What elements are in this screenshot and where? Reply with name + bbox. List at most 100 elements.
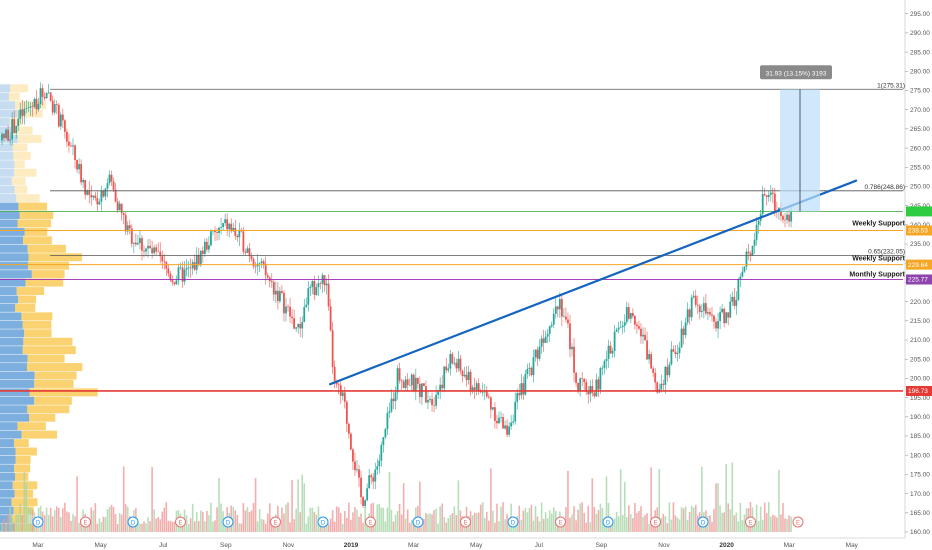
candle-body xyxy=(283,292,285,314)
volume-profile-buy xyxy=(0,160,15,169)
candle-body xyxy=(226,219,229,230)
candle-body xyxy=(642,334,644,337)
time-tick-label: Mar xyxy=(32,542,44,549)
dividend-marker[interactable] xyxy=(127,516,139,528)
volume-bar xyxy=(339,512,342,532)
earnings-marker[interactable] xyxy=(555,516,566,528)
candle-body xyxy=(205,241,208,250)
candle-body xyxy=(323,275,326,286)
volume-bar xyxy=(11,518,13,532)
volume-bar xyxy=(739,502,742,532)
candle-body xyxy=(27,107,30,109)
candle-body xyxy=(686,309,689,323)
candle-body xyxy=(394,392,397,402)
candle-body xyxy=(382,437,385,445)
measure-tool[interactable]: 31.93 (13.15%) 3193 xyxy=(760,65,832,212)
earnings-marker[interactable] xyxy=(460,516,471,528)
candle-body xyxy=(86,190,89,195)
volume-bar xyxy=(451,513,454,532)
volume-bar xyxy=(386,507,389,532)
earnings-marker[interactable] xyxy=(365,516,376,528)
volume-bar xyxy=(713,508,715,532)
candle-body xyxy=(573,346,575,373)
price-tick-label: 220.00 xyxy=(910,299,930,306)
earnings-marker[interactable] xyxy=(175,516,186,528)
candle-body xyxy=(502,417,504,429)
candle-body xyxy=(354,461,356,471)
earnings-marker[interactable] xyxy=(792,516,804,528)
dividend-marker[interactable] xyxy=(697,516,709,528)
candle-body xyxy=(633,316,636,325)
candle-body xyxy=(68,141,70,146)
earnings-marker[interactable] xyxy=(745,516,756,528)
volume-profile-buy xyxy=(0,481,13,490)
earnings-marker[interactable] xyxy=(650,516,661,528)
volume-bar xyxy=(108,506,111,532)
volume-profile-sell xyxy=(14,464,31,473)
volume-bar xyxy=(252,502,255,532)
dividend-marker[interactable] xyxy=(602,516,614,528)
volume-bar xyxy=(157,517,159,532)
candle-body xyxy=(520,383,523,396)
candle-body xyxy=(579,378,582,392)
volume-bar xyxy=(380,507,383,532)
candle-body xyxy=(331,330,334,367)
candle-body xyxy=(534,349,537,358)
candle-body xyxy=(250,256,253,260)
volume-profile-sell xyxy=(11,177,26,186)
candle-body xyxy=(21,109,24,116)
volume-bar xyxy=(232,506,235,532)
dividend-marker[interactable] xyxy=(412,516,424,528)
volume-bar xyxy=(378,503,381,532)
price-axis[interactable]: 160.00 165.00 170.00 175.00 180.00 185.00 190.… xyxy=(904,0,932,538)
candle-body xyxy=(41,88,44,97)
volume-bar xyxy=(542,518,545,532)
candle-body xyxy=(122,213,125,216)
dividend-marker[interactable] xyxy=(317,516,329,528)
volume-bar xyxy=(435,508,437,532)
volume-bar xyxy=(242,503,245,532)
candle-body xyxy=(147,245,149,249)
dividend-marker[interactable] xyxy=(222,516,234,528)
candle-body xyxy=(510,422,513,427)
time-axis[interactable]: Mar May Jul Sep Nov 2019 Mar May Jul Sep Nov 2020 Ma… xyxy=(0,537,905,549)
candle-body xyxy=(356,469,358,471)
candle-body xyxy=(558,299,561,310)
earnings-marker[interactable] xyxy=(270,516,281,528)
volume-bar xyxy=(145,523,147,532)
volume-bar xyxy=(31,509,34,532)
trendline-line[interactable] xyxy=(329,179,858,386)
candle-body xyxy=(159,251,162,257)
annotations: Weekly Support Weekly Support Monthly Supp… xyxy=(849,221,905,279)
candle-body xyxy=(1,133,3,141)
candle-body xyxy=(749,253,752,256)
volume-bar xyxy=(358,516,360,532)
volume-profile-sell xyxy=(27,244,66,253)
candle-body xyxy=(650,354,653,369)
candle-body xyxy=(305,304,308,307)
trendline[interactable] xyxy=(329,179,858,386)
volume-profile-sell xyxy=(27,405,70,414)
volume-profile-buy xyxy=(0,177,12,186)
candle-body xyxy=(652,368,655,373)
candle-body xyxy=(143,250,145,252)
volume-profile-buy xyxy=(0,92,9,101)
volume-bar xyxy=(690,505,693,532)
candle-body xyxy=(98,201,101,205)
earnings-marker[interactable] xyxy=(80,516,91,528)
candle-body xyxy=(293,318,296,329)
candle-body xyxy=(727,312,730,318)
volume-profile-buy xyxy=(0,295,19,304)
volume-bar xyxy=(778,469,780,532)
dividend-marker[interactable] xyxy=(507,516,519,528)
candle-body xyxy=(682,328,685,336)
volume-bar xyxy=(735,512,738,532)
dividend-marker[interactable] xyxy=(32,516,44,528)
volume-profile-buy xyxy=(0,202,19,211)
volume-profile-buy xyxy=(0,151,14,160)
volume-bar xyxy=(439,506,441,532)
candle-body xyxy=(676,352,679,355)
